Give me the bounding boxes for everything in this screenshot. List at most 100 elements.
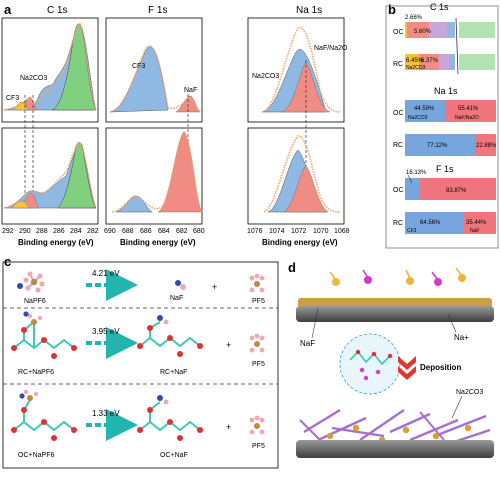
d-na2co3-label: Na2CO3 (456, 389, 483, 396)
panel-b-label: b (388, 2, 396, 17)
svg-text:686: 686 (140, 228, 152, 235)
svg-text:680: 680 (193, 228, 205, 235)
svg-text:6.45%: 6.45% (406, 58, 424, 64)
c1s-bottom-spectrum (1, 127, 99, 225)
rc-naf-molecule (137, 315, 203, 357)
pf5-molecule-2 (249, 333, 265, 353)
c1s-top-spectrum: CF3 Na2CO3 (1, 17, 99, 210)
c-row1-product: NaF (170, 295, 183, 302)
panel-c-frame (2, 261, 279, 469)
c-row3-product: OC+NaF (160, 452, 188, 459)
svg-text:77.12%: 77.12% (427, 143, 448, 149)
c1s-cf3-label: CF3 (6, 95, 19, 102)
svg-text:44.59%: 44.59% (414, 106, 435, 112)
c-row1-energy: 4.21 eV (92, 269, 120, 278)
svg-text:C 1s: C 1s (430, 2, 449, 12)
na1s-naf-na2o-label: NaF/Na2O (314, 45, 348, 52)
c1s-na2co3-label: Na2CO3 (20, 75, 47, 82)
f1s-naf-label: NaF (184, 87, 197, 94)
svg-text:5.60%: 5.60% (414, 29, 432, 35)
svg-text:1076: 1076 (247, 228, 263, 235)
c-row1-byproduct: PF5 (252, 298, 265, 305)
pf5-molecule-1 (249, 273, 265, 293)
f1s-title: F 1s (148, 5, 167, 16)
d-incoming-ions (329, 267, 466, 286)
svg-text:284: 284 (70, 228, 82, 235)
f1s-bottom-spectrum (105, 127, 203, 225)
d-deposit-layer (299, 408, 491, 444)
svg-text:RC: RC (393, 142, 403, 149)
pf5-molecule-3 (249, 415, 265, 435)
svg-text:Na 1s: Na 1s (434, 86, 458, 96)
svg-text:OC: OC (393, 29, 404, 36)
d-bottom-substrate (296, 440, 494, 458)
svg-text:NaF/Na2O: NaF/Na2O (455, 115, 479, 121)
svg-text:1068: 1068 (334, 228, 350, 235)
na1s-title: Na 1s (296, 5, 322, 16)
b-f1s-block: F 1s OC RC 16.13% 83.87% 64.56% CF3 35.4… (393, 164, 496, 234)
svg-text:64.56%: 64.56% (420, 220, 441, 226)
f1s-xlabel: Binding energy (eV) (120, 238, 196, 247)
b-c1s-block: C 1s OC RC 2.66% 5.60% 6.45% 6.37% Na2CO… (393, 2, 495, 75)
c1s-x-ticks: 292 290 288 286 284 282 (2, 228, 99, 235)
c-row3-energy: 1.33 eV (92, 409, 120, 418)
c-row2-product: RC+NaF (160, 369, 187, 376)
f1s-top-spectrum: CF3 NaF (105, 17, 203, 210)
rc-molecule-left (11, 311, 77, 359)
svg-text:35.44%: 35.44% (466, 220, 487, 226)
svg-text:1072: 1072 (291, 228, 307, 235)
svg-text:+: + (226, 340, 231, 350)
f1s-x-ticks: 690 688 686 684 682 680 (104, 228, 205, 235)
na1s-bottom-spectrum (247, 127, 345, 225)
svg-text:Na2CO3: Na2CO3 (406, 65, 426, 71)
svg-text:684: 684 (158, 228, 170, 235)
svg-text:22.88%: 22.88% (476, 143, 497, 149)
svg-text:83.87%: 83.87% (446, 188, 467, 194)
deposition-chevron-icon (398, 356, 416, 380)
d-cluster (339, 333, 401, 395)
svg-text:CF3: CF3 (407, 228, 417, 234)
svg-text:682: 682 (176, 228, 188, 235)
svg-text:282: 282 (87, 228, 99, 235)
svg-text:+: + (212, 282, 217, 292)
c-row-2: RC+NaPF6 3.95 eV RC+NaF + PF5 (11, 311, 265, 376)
c-row-3: OC+NaPF6 1.33 eV OC+NaF + PF5 (11, 389, 265, 459)
svg-text:2.66%: 2.66% (405, 15, 423, 21)
svg-text:1074: 1074 (269, 228, 285, 235)
na1s-na2co3-label: Na2CO3 (252, 73, 279, 80)
svg-text:Na2CO3: Na2CO3 (408, 115, 428, 121)
naPF6-molecule (17, 271, 45, 293)
c-row3-reactant: OC+NaPF6 (18, 452, 54, 459)
svg-text:690: 690 (104, 228, 116, 235)
panel-b-frame (385, 5, 499, 249)
d-top-substrate (296, 298, 494, 322)
na1s-x-ticks: 1076 1074 1072 1070 1068 (247, 228, 350, 235)
f1s-cf3-label: CF3 (132, 63, 145, 70)
svg-text:290: 290 (19, 228, 31, 235)
na1s-top-spectrum: Na2CO3 NaF/Na2O (247, 17, 348, 210)
svg-text:16.13%: 16.13% (406, 170, 427, 176)
svg-text:RC: RC (393, 61, 403, 68)
svg-text:F 1s: F 1s (436, 164, 454, 174)
c-row1-reactant: NaPF6 (24, 298, 46, 305)
d-naf-label: NaF (300, 339, 315, 348)
c-row-1: NaPF6 4.21 eV NaF + PF5 (17, 269, 265, 305)
svg-text:OC: OC (393, 110, 404, 117)
svg-text:292: 292 (2, 228, 14, 235)
c-row2-byproduct: PF5 (252, 361, 265, 368)
panel-a-label: a (4, 2, 12, 17)
na1s-xlabel: Binding energy (eV) (262, 238, 338, 247)
panel-c-label: c (4, 254, 11, 269)
c1s-title: C 1s (47, 5, 68, 16)
c-row3-byproduct: PF5 (252, 443, 265, 450)
b-na1s-block: Na 1s OC RC 44.59% Na2CO3 55.41% NaF/Na2… (393, 86, 497, 156)
svg-text:688: 688 (122, 228, 134, 235)
svg-text:55.41%: 55.41% (458, 106, 479, 112)
svg-text:1070: 1070 (313, 228, 329, 235)
svg-text:+: + (226, 422, 231, 432)
oc-molecule-left (11, 389, 77, 441)
oc-naf-molecule (137, 395, 203, 441)
c-row2-reactant: RC+NaPF6 (18, 369, 54, 376)
svg-text:RC: RC (393, 220, 403, 227)
